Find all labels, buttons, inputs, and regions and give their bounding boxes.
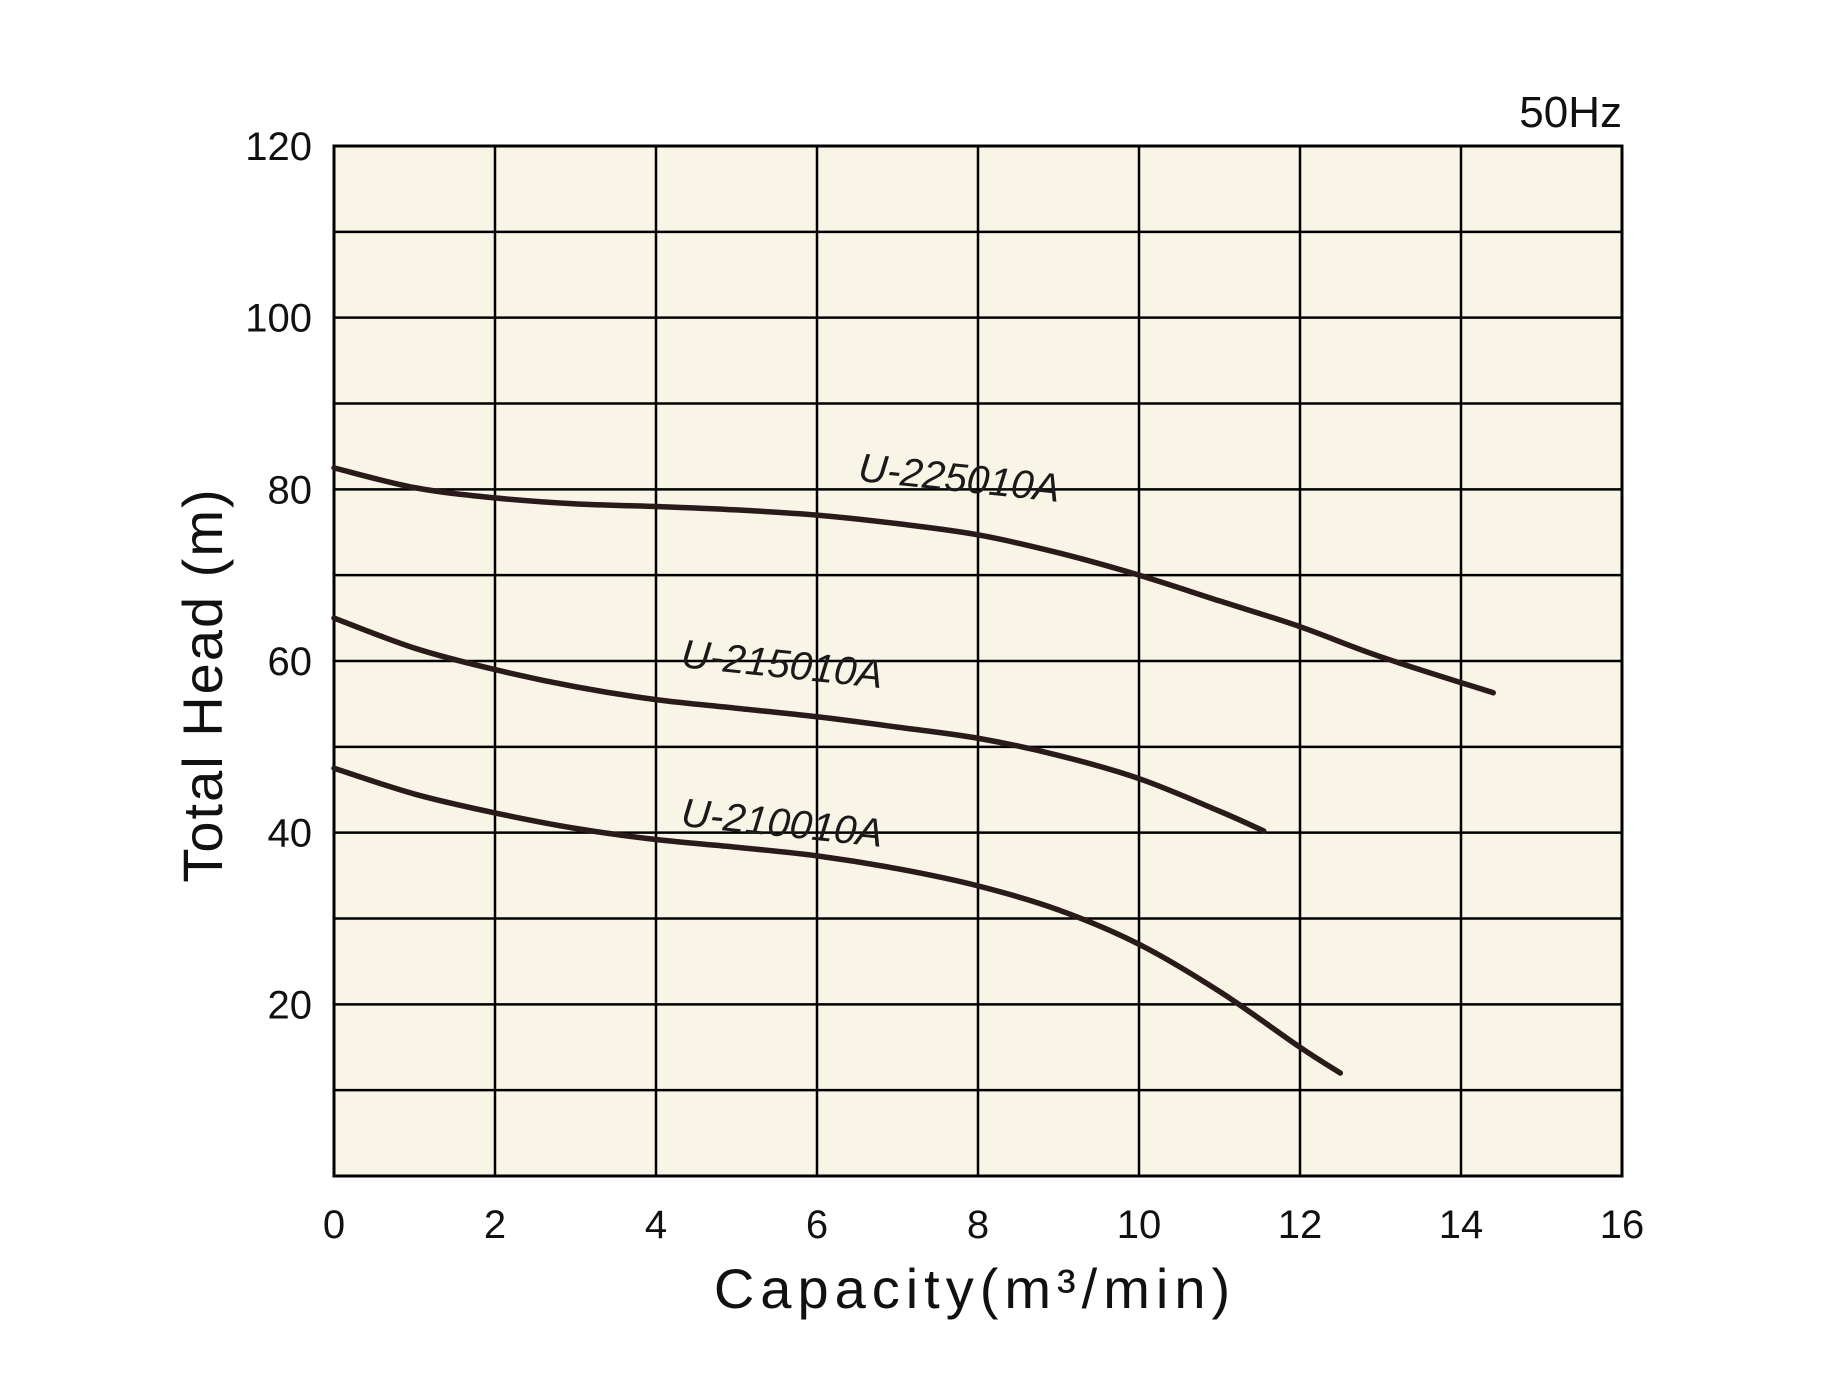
x-axis-title: Capacity(m³/min) — [714, 1257, 1236, 1320]
series-line-U-225010A — [331, 465, 1496, 696]
series-lines — [331, 465, 1496, 1076]
tick-labels: 0 2 4 6 8 10 12 14 16 20 40 60 80 100 120 — [245, 125, 1644, 1247]
x-tick-label: 2 — [484, 1203, 506, 1247]
y-tick-label: 60 — [268, 640, 313, 684]
x-tick-label: 6 — [806, 1203, 828, 1247]
x-tick-label: 0 — [323, 1203, 345, 1247]
y-tick-label: 120 — [245, 125, 312, 169]
x-tick-label: 10 — [1117, 1203, 1162, 1247]
plot-frame — [332, 144, 1624, 1178]
x-tick-label: 12 — [1278, 1203, 1323, 1247]
y-tick-label: 100 — [245, 297, 312, 341]
x-tick-label: 14 — [1439, 1203, 1484, 1247]
y-tick-label: 40 — [268, 812, 313, 856]
x-tick-label: 4 — [645, 1203, 667, 1247]
y-tick-label: 20 — [268, 983, 313, 1027]
series-line-U-215010A — [331, 615, 1267, 834]
x-tick-label: 16 — [1600, 1203, 1645, 1247]
x-tick-label: 8 — [967, 1203, 989, 1247]
y-tick-label: 80 — [268, 468, 313, 512]
frequency-label: 50Hz — [1519, 88, 1622, 137]
y-axis-title: Total Head (m) — [171, 487, 234, 882]
series-line-U-210010A — [331, 765, 1343, 1076]
